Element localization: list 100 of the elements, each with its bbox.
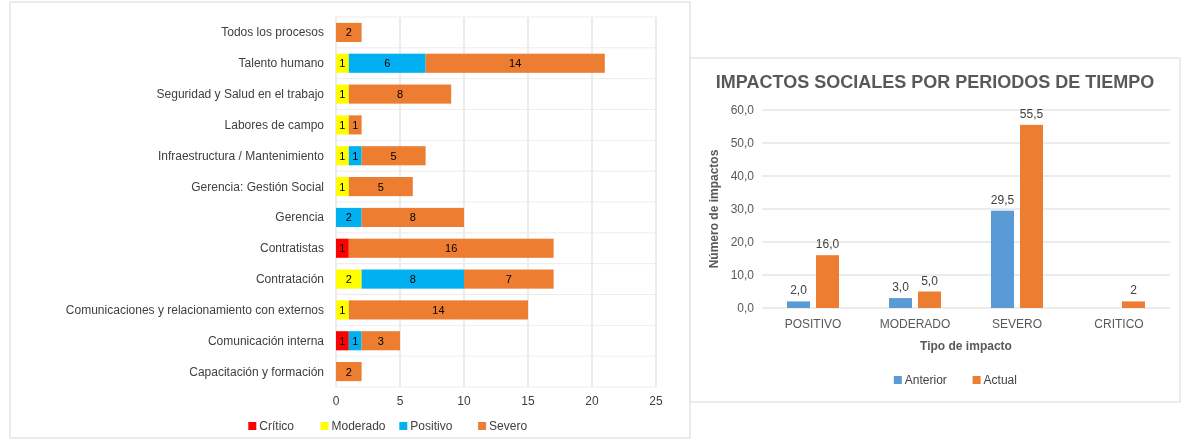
bar — [348, 84, 452, 104]
legend-label: Moderado — [331, 419, 386, 433]
bar — [336, 238, 349, 258]
x-tick-label: SEVERO — [991, 317, 1043, 331]
data-label: 55,5 — [1019, 106, 1044, 121]
bar — [1122, 301, 1145, 308]
bar — [348, 177, 413, 197]
data-label: 1 — [352, 334, 359, 347]
data-label: 1 — [339, 242, 346, 255]
x-tick-label: 10 — [457, 394, 471, 408]
data-label: 2 — [345, 365, 352, 378]
y-tick-label: Labores de campo — [224, 117, 325, 132]
data-label: 14 — [432, 303, 445, 316]
bar — [348, 53, 426, 73]
x-tick-label: 20 — [585, 394, 599, 408]
bar — [787, 301, 810, 308]
bar — [336, 362, 362, 382]
data-label: 16,0 — [815, 237, 840, 252]
data-label: 1 — [339, 88, 346, 101]
bar — [348, 300, 528, 320]
y-tick-label: 50,0 — [730, 136, 755, 150]
x-tick-label: 25 — [649, 394, 663, 408]
bar — [361, 146, 426, 166]
bar — [816, 255, 839, 308]
bar — [336, 207, 362, 227]
x-tick-label: 5 — [396, 394, 404, 408]
data-label: 2 — [345, 211, 352, 224]
bar — [425, 53, 605, 73]
bar — [464, 269, 554, 289]
legend-label: Crítico — [259, 419, 295, 433]
data-label: 5 — [377, 180, 384, 193]
data-label: 2 — [345, 273, 352, 286]
x-tick-label: MODERADO — [879, 317, 951, 331]
legend-label: Anterior — [904, 373, 947, 387]
data-label: 1 — [339, 303, 346, 316]
y-tick-label: Comunicación interna — [207, 333, 325, 348]
x-tick-label: 0 — [332, 394, 340, 408]
bar — [918, 291, 941, 308]
bar — [1020, 124, 1043, 308]
data-label: 8 — [396, 88, 404, 101]
legend-label: Severo — [489, 419, 528, 433]
data-label: 1 — [352, 118, 359, 131]
x-axis-title: Tipo de impacto — [920, 339, 1012, 353]
data-label: 8 — [409, 273, 416, 286]
bar — [991, 210, 1014, 308]
y-tick-label: Comunicaciones y relacionamiento con externos — [65, 302, 324, 317]
y-tick-label: Capacitación y formación — [189, 364, 324, 379]
data-label: 29,5 — [990, 192, 1015, 207]
y-tick-label: Contratistas — [259, 241, 324, 256]
y-tick-label: 60,0 — [730, 103, 755, 117]
data-label: 3 — [377, 334, 384, 347]
y-tick-label: Infraestructura / Mantenimiento — [157, 148, 325, 163]
bar — [336, 115, 349, 135]
bar — [336, 53, 349, 73]
y-tick-label: Contratación — [255, 272, 324, 287]
data-label: 1 — [352, 149, 359, 162]
data-label: 3,0 — [892, 280, 910, 295]
bar — [348, 238, 554, 258]
data-label: 5,0 — [921, 273, 939, 288]
data-label: 14 — [509, 57, 522, 70]
y-tick-label: 20,0 — [730, 235, 755, 249]
data-label: 5 — [390, 149, 397, 162]
y-tick-label: Todos los procesos — [221, 25, 324, 40]
bar — [361, 331, 400, 351]
data-label: 7 — [505, 273, 512, 286]
bar — [336, 146, 349, 166]
bar — [361, 207, 464, 227]
data-label: 1 — [339, 334, 346, 347]
bar — [336, 300, 349, 320]
data-label: 8 — [409, 211, 416, 224]
bar — [889, 298, 912, 308]
chart-title: IMPACTOS SOCIALES POR PERIODOS DE TIEMPO — [715, 72, 1155, 92]
data-label: 2,0 — [790, 283, 808, 298]
bar — [348, 115, 362, 135]
bar — [336, 22, 362, 42]
x-tick-label: CRITICO — [1094, 317, 1144, 331]
bar — [348, 331, 362, 351]
x-tick-label: POSITIVO — [784, 317, 842, 331]
data-label: 16 — [445, 242, 458, 255]
x-tick-label: 15 — [521, 394, 535, 408]
data-label: 1 — [339, 118, 346, 131]
data-label: 1 — [339, 180, 346, 193]
legend-label: Actual — [983, 373, 1017, 387]
y-tick-label: 40,0 — [730, 169, 755, 183]
data-label: 1 — [339, 57, 346, 70]
bar — [348, 146, 362, 166]
y-tick-label: Seguridad y Salud en el trabajo — [156, 87, 325, 102]
bar — [336, 177, 349, 197]
y-tick-label: Gerencia: Gestión Social — [191, 179, 324, 194]
y-tick-label: 0,0 — [737, 301, 755, 315]
bar — [336, 269, 362, 289]
bar — [361, 269, 464, 289]
bar — [336, 84, 349, 104]
y-tick-label: Talento humano — [238, 56, 325, 71]
data-label: 2 — [345, 26, 352, 39]
y-tick-label: 10,0 — [730, 268, 755, 282]
legend-label: Positivo — [410, 419, 453, 433]
y-tick-label: Gerencia — [275, 210, 325, 225]
y-axis-title: Número de impactos — [707, 149, 721, 269]
data-label: 1 — [339, 149, 346, 162]
